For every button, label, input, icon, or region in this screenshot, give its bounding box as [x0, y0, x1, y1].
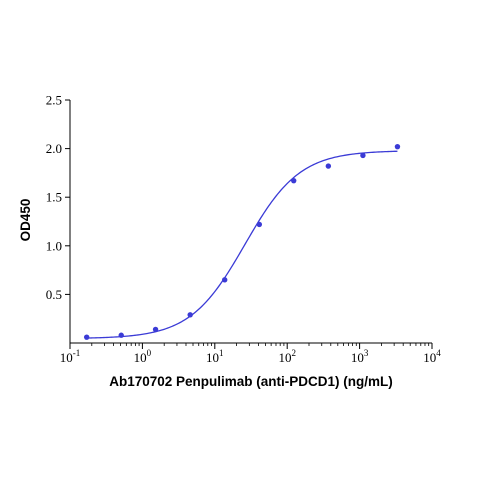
data-point: [187, 312, 193, 318]
y-axis-ticks: 0.5 1.0 1.5 2.0 2.5: [46, 93, 70, 302]
data-points: [83, 143, 401, 340]
data-point: [221, 277, 228, 283]
y-tick-label: 1.5: [46, 190, 62, 205]
data-point: [394, 143, 401, 150]
x-axis-ticks: 10-1 100 101 102 103 104: [60, 343, 441, 365]
x-axis-title: Ab170702 Penpulimab (anti-PDCD1) (ng/mL): [109, 374, 393, 389]
data-point: [360, 152, 366, 159]
y-tick-label: 2.0: [46, 141, 62, 156]
x-tick-label: 100: [134, 348, 152, 365]
data-point: [291, 177, 297, 184]
x-tick-label: 102: [278, 348, 296, 365]
data-point: [152, 326, 159, 333]
data-point: [256, 221, 263, 228]
y-tick-label: 2.5: [46, 93, 62, 108]
fit-curve: [86, 150, 398, 339]
y-tick-label: 1.0: [46, 238, 62, 253]
x-tick-label: 103: [351, 348, 369, 365]
data-point: [118, 332, 124, 338]
data-point: [83, 334, 90, 340]
x-tick-label: 101: [206, 348, 224, 365]
data-point: [325, 163, 332, 169]
x-tick-label: 10-1: [60, 348, 81, 365]
y-axis-title: OD450: [18, 199, 33, 242]
x-tick-label: 104: [423, 348, 441, 365]
y-tick-label: 0.5: [46, 287, 62, 302]
